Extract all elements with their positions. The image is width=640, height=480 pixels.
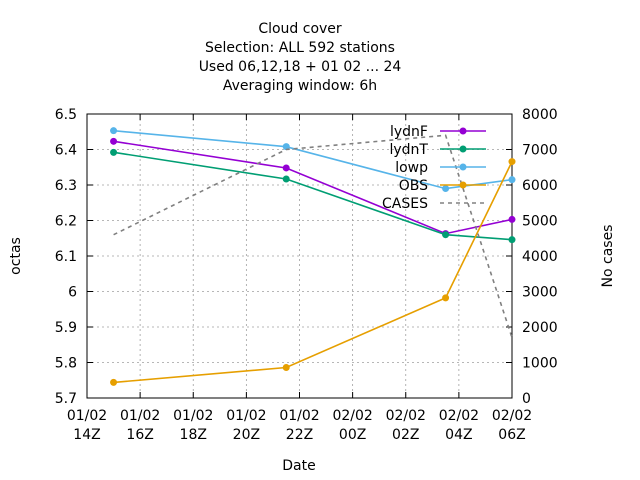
y-tick-label: 6 xyxy=(68,285,77,301)
y2-axis-label: No cases xyxy=(600,225,616,288)
legend-label: CASES xyxy=(382,196,428,212)
x-tick-label: 18Z xyxy=(180,427,207,443)
y2-tick-label: 8000 xyxy=(522,107,558,123)
title-line: Cloud cover xyxy=(258,21,342,37)
y2-tick-label: 1000 xyxy=(522,356,558,372)
y2-axis-ticks: 0 1000 2000 3000 4000 5000 6000 7000 8000 xyxy=(522,107,558,407)
data-point xyxy=(282,143,290,151)
legend-marker xyxy=(459,181,467,189)
data-point xyxy=(110,148,118,156)
series-group xyxy=(110,127,516,386)
y-tick-label: 6.1 xyxy=(55,249,77,265)
data-point xyxy=(110,137,118,145)
y-tick-label: 6.4 xyxy=(55,143,77,159)
x-axis-label: Date xyxy=(282,458,315,474)
y-tick-label: 6.2 xyxy=(55,214,77,230)
x-tick-label: 20Z xyxy=(233,427,260,443)
chart-title: Cloud cover Selection: ALL 592 stations Us… xyxy=(199,21,402,94)
legend-marker xyxy=(459,163,467,171)
y2-tick-label: 2000 xyxy=(522,320,558,336)
y2-tick-label: 6000 xyxy=(522,178,558,194)
data-point xyxy=(110,127,118,135)
series-line xyxy=(113,129,513,190)
x-tick-label: 22Z xyxy=(286,427,313,443)
title-line: Averaging window: 6h xyxy=(223,78,377,94)
data-point xyxy=(442,185,450,193)
data-point xyxy=(282,363,290,371)
title-line: Selection: ALL 592 stations xyxy=(205,40,395,56)
y2-tick-label: 7000 xyxy=(522,143,558,159)
y2-tick-label: 4000 xyxy=(522,249,558,265)
y-tick-label: 6.5 xyxy=(55,107,77,123)
x-tick-label: 02/02 xyxy=(386,408,426,424)
data-point xyxy=(508,215,516,223)
x-tick-label: 02/02 xyxy=(439,408,479,424)
data-point xyxy=(508,236,516,244)
x-tick-label: 06Z xyxy=(498,427,525,443)
y-tick-label: 5.8 xyxy=(55,356,77,372)
legend-label: lydnF xyxy=(390,124,428,140)
x-tick-label: 16Z xyxy=(126,427,153,443)
legend: lydnF lydnT lowp OBS CASES xyxy=(382,124,486,212)
series-obs xyxy=(110,158,516,386)
x-tick-label: 01/02 xyxy=(173,408,213,424)
series-line xyxy=(113,161,513,384)
title-line: Used 06,12,18 + 01 02 ... 24 xyxy=(199,59,402,75)
data-point xyxy=(282,164,290,172)
x-tick-label: 01/02 xyxy=(67,408,107,424)
data-point xyxy=(508,158,516,166)
grid xyxy=(87,114,512,398)
y-axis-ticks: 5.7 5.8 5.9 6 6.1 6.2 6.3 6.4 6.5 xyxy=(55,107,512,407)
series-line xyxy=(113,140,513,235)
y2-tick-label: 0 xyxy=(522,391,531,407)
legend-label: lydnT xyxy=(390,142,429,158)
data-point xyxy=(442,294,450,302)
x-tick-label: 01/02 xyxy=(279,408,319,424)
x-tick-label: 02Z xyxy=(392,427,419,443)
x-tick-label: 00Z xyxy=(339,427,366,443)
x-tick-label: 02/02 xyxy=(332,408,372,424)
legend-marker xyxy=(459,145,467,153)
y-tick-label: 5.7 xyxy=(55,391,77,407)
data-point xyxy=(282,175,290,183)
x-tick-label: 02/02 xyxy=(492,408,532,424)
x-tick-label: 01/02 xyxy=(120,408,160,424)
y2-tick-label: 5000 xyxy=(522,214,558,230)
series-lowp xyxy=(110,127,516,193)
legend-label: OBS xyxy=(399,178,428,194)
x-tick-label: 01/02 xyxy=(226,408,266,424)
series-cases xyxy=(113,134,513,338)
legend-label: lowp xyxy=(395,160,428,176)
data-point xyxy=(508,176,516,184)
y2-tick-label: 3000 xyxy=(522,285,558,301)
legend-marker xyxy=(459,127,467,135)
series-line xyxy=(113,151,513,241)
data-point xyxy=(110,378,118,386)
data-point xyxy=(442,231,450,239)
y-tick-label: 6.3 xyxy=(55,178,77,194)
x-tick-label: 14Z xyxy=(73,427,100,443)
y-tick-label: 5.9 xyxy=(55,320,77,336)
y-axis-label: octas xyxy=(8,237,24,275)
x-axis-ticks: 01/02 14Z 01/02 16Z 01/02 18Z 01/02 20Z 01/02 22Z… xyxy=(67,114,532,443)
series-lydnt xyxy=(110,148,516,244)
series-line xyxy=(113,134,513,338)
x-tick-label: 04Z xyxy=(445,427,472,443)
